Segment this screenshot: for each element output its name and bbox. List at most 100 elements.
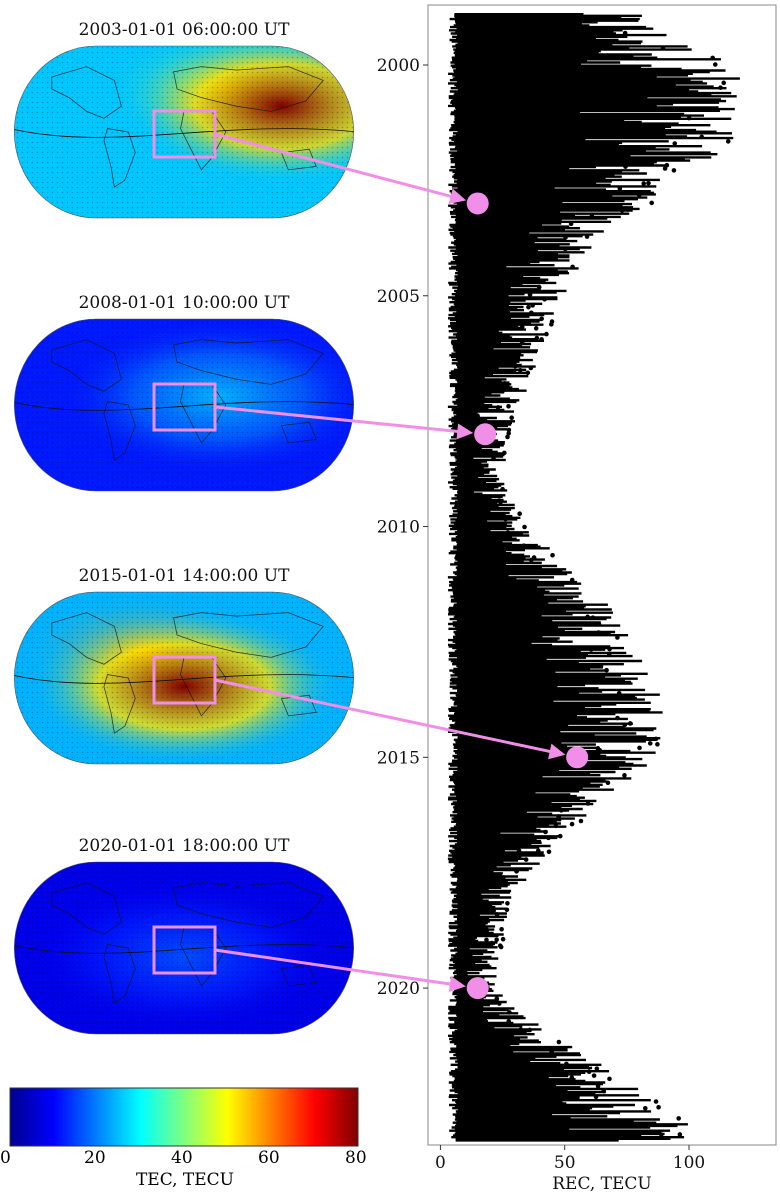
rec-point	[499, 926, 504, 932]
y-tick-label: 2010	[377, 518, 420, 538]
rec-point	[525, 370, 531, 376]
rec-point	[677, 1132, 683, 1137]
rec-point	[637, 745, 642, 751]
rec-point	[605, 780, 611, 786]
rec-point	[501, 875, 506, 880]
rec-point	[512, 363, 518, 369]
rec-point	[527, 1027, 533, 1033]
rec-point	[568, 221, 574, 227]
rec-point	[518, 367, 523, 373]
arrow-head	[548, 743, 566, 760]
rec-point	[660, 45, 666, 51]
rec-point	[521, 543, 527, 549]
rec-point	[658, 1132, 664, 1137]
rec-point	[516, 848, 522, 853]
rec-point	[556, 1039, 562, 1045]
rec-point	[627, 721, 633, 726]
rec-point	[502, 450, 507, 456]
rec-point	[586, 1069, 592, 1075]
rec-point	[594, 1066, 600, 1071]
rec-point	[507, 1010, 512, 1015]
rec-point	[725, 139, 731, 144]
colorbar-label: TEC, TECU	[135, 1170, 235, 1190]
highlight-point	[474, 423, 497, 446]
rec-point	[560, 605, 566, 611]
rec-point	[616, 691, 622, 696]
rec-point	[585, 614, 590, 620]
y-tick-label: 2015	[377, 748, 420, 768]
rec-point	[589, 212, 595, 218]
rec-point	[506, 1019, 512, 1024]
rec-point	[506, 427, 512, 433]
arrow-head	[448, 188, 467, 205]
rec-point	[534, 335, 540, 341]
rec-point	[671, 168, 677, 173]
rec-point	[557, 833, 563, 839]
rec-point	[619, 208, 625, 213]
rec-point	[543, 829, 548, 835]
rec-point	[494, 996, 500, 1001]
rec-point	[653, 1099, 659, 1104]
rec-point	[679, 89, 684, 95]
rec-point	[593, 1094, 599, 1100]
rec-point	[569, 821, 575, 827]
rec-point	[712, 62, 718, 67]
rec-point	[556, 814, 561, 819]
rec-point	[506, 403, 511, 409]
rec-point	[542, 296, 547, 302]
annotation-layer	[214, 132, 589, 1000]
rec-point	[636, 192, 642, 198]
rec-chart: 2000 2005 2010 2015 2020 0 50 100 REC, TECU	[377, 4, 777, 1194]
annotation-arrow	[214, 678, 556, 755]
rec-point	[523, 857, 529, 862]
rec-point	[503, 516, 508, 522]
rec-point	[664, 162, 670, 168]
rec-point	[570, 264, 575, 270]
rec-point	[641, 181, 646, 186]
rec-point	[710, 55, 715, 61]
rec-point	[569, 1075, 575, 1080]
arrow-head	[456, 423, 474, 440]
rec-point	[500, 486, 505, 492]
rec-point	[676, 1116, 681, 1121]
y-tick-label: 2005	[377, 287, 420, 307]
rec-point	[647, 741, 653, 746]
rec-point	[649, 200, 654, 206]
tec-map-2	[14, 591, 354, 765]
rec-point	[588, 206, 594, 211]
rec-scatter-series	[447, 13, 740, 1142]
highlight-point	[566, 746, 589, 769]
tec-map-1	[14, 318, 354, 492]
rec-point	[625, 207, 631, 212]
rec-point	[549, 319, 555, 324]
maps-layer	[14, 45, 354, 1035]
rec-point	[588, 647, 594, 652]
rec-point	[569, 577, 575, 583]
cbar-tick: 60	[258, 1148, 280, 1168]
rec-point	[500, 936, 506, 942]
rec-point	[489, 931, 494, 937]
rec-point	[539, 337, 544, 342]
cbar-tick: 0	[0, 1148, 11, 1168]
rec-point	[490, 906, 496, 911]
rec-point	[496, 498, 502, 503]
rec-point	[527, 292, 533, 297]
rec-point	[672, 141, 678, 146]
rec-point	[489, 940, 495, 946]
rec-point	[623, 164, 628, 169]
annotation-arrow	[214, 405, 464, 434]
rec-point	[585, 801, 591, 806]
tec-map-0	[14, 45, 354, 219]
annotation-arrow	[214, 132, 457, 200]
rec-point	[559, 808, 564, 813]
rec-point	[721, 80, 727, 86]
rec-point	[517, 511, 522, 517]
rec-point	[497, 452, 503, 458]
rec-point	[493, 442, 498, 448]
rec-point	[535, 848, 541, 854]
rec-point	[622, 722, 628, 728]
annotation-arrow	[214, 948, 457, 987]
rec-point	[643, 1122, 649, 1127]
rec-point	[502, 381, 508, 386]
rec-point	[494, 937, 499, 943]
